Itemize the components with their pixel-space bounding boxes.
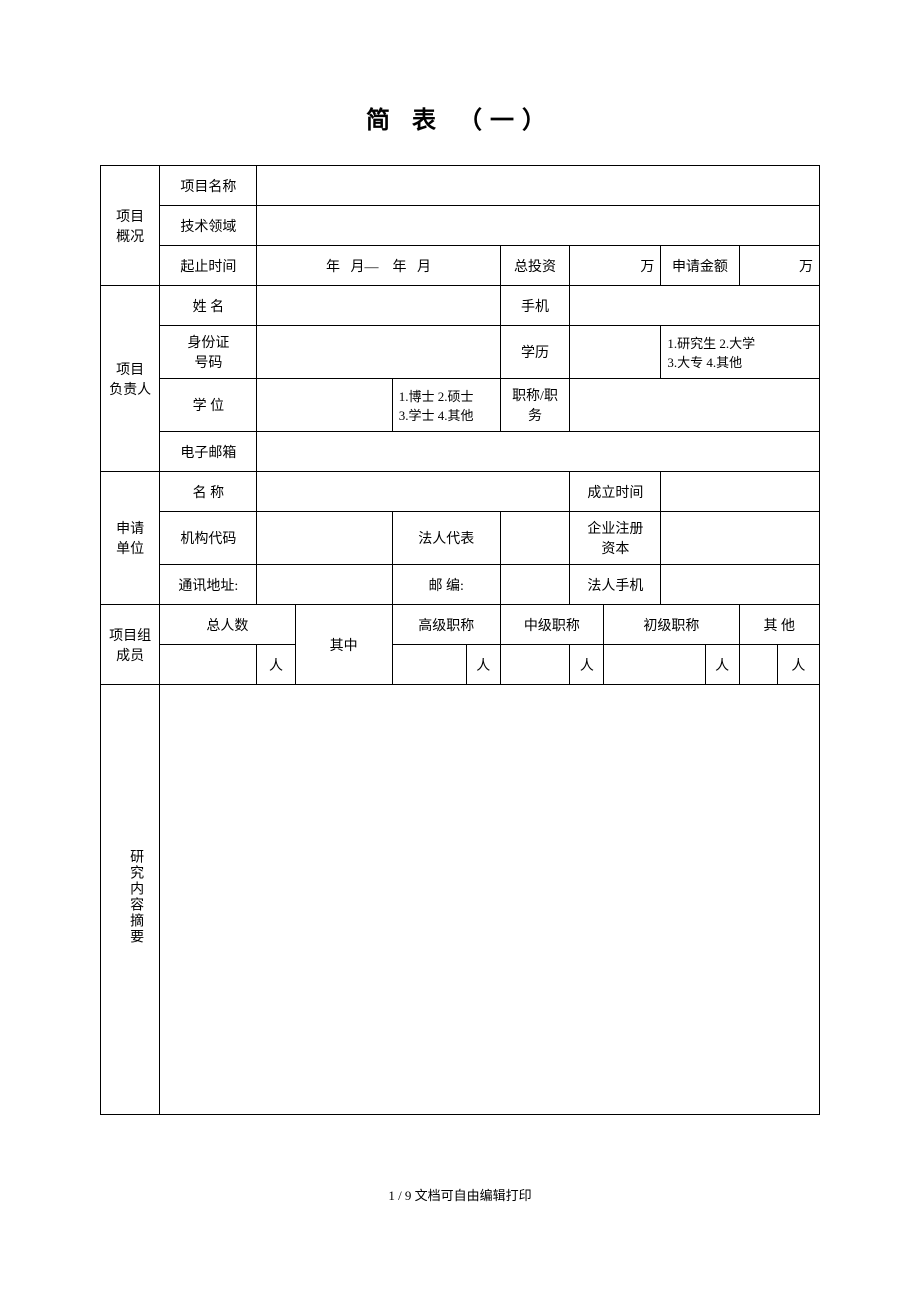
value-other [739,645,777,685]
label-leader-name: 姓 名 [160,286,257,326]
value-tech-field [257,206,820,246]
value-total-people [160,645,257,685]
value-mid [500,645,570,685]
label-abstract: 研究内容摘要 [115,849,145,945]
label-project-name: 项目名称 [160,166,257,206]
value-title-duty [570,379,820,432]
unit-mid: 人 [570,645,604,685]
value-junior [604,645,706,685]
section-abstract: 研究内容摘要 [101,685,160,1115]
value-leader-name [257,286,500,326]
label-founded: 成立时间 [570,472,661,512]
value-total-investment-unit: 万 [570,246,661,286]
value-legal-rep [500,512,570,565]
education-options: 1.研究生 2.大学 3.大专 4.其他 [661,326,820,379]
value-legal-phone [661,565,820,605]
label-id-number: 身份证 号码 [160,326,257,379]
value-senior [392,645,466,685]
degree-options: 1.博士 2.硕士 3.学士 4.其他 [392,379,500,432]
value-duration: 年 月— 年 月 [257,246,500,286]
label-other: 其 他 [739,605,819,645]
label-reg-capital: 企业注册 资本 [570,512,661,565]
value-postcode [500,565,570,605]
value-email [257,432,820,472]
label-legal-phone: 法人手机 [570,565,661,605]
label-duration: 起止时间 [160,246,257,286]
page-footer: 1 / 9 文档可自由编辑打印 [100,1185,820,1204]
value-abstract [160,685,820,1115]
label-leader-phone: 手机 [500,286,570,326]
value-founded [661,472,820,512]
label-junior: 初级职称 [604,605,739,645]
section-applicant-unit: 申请 单位 [101,472,160,605]
label-legal-rep: 法人代表 [392,512,500,565]
unit-senior: 人 [466,645,500,685]
label-apply-amount: 申请金额 [661,246,739,286]
label-education: 学历 [500,326,570,379]
section-project-leader: 项目 负责人 [101,286,160,472]
label-unit-name: 名 称 [160,472,257,512]
section-project-overview: 项目 概况 [101,166,160,286]
value-education [570,326,661,379]
value-id-number [257,326,500,379]
value-project-name [257,166,820,206]
page-title: 简 表 （一） [100,100,820,135]
label-total-people: 总人数 [160,605,295,645]
label-org-code: 机构代码 [160,512,257,565]
label-mid: 中级职称 [500,605,604,645]
label-tech-field: 技术领域 [160,206,257,246]
label-senior: 高级职称 [392,605,500,645]
value-unit-name [257,472,570,512]
label-address: 通讯地址: [160,565,257,605]
unit-junior: 人 [705,645,739,685]
label-email: 电子邮箱 [160,432,257,472]
label-total-investment: 总投资 [500,246,570,286]
value-address [257,565,392,605]
label-among: 其中 [295,605,392,685]
unit-other: 人 [777,645,819,685]
value-org-code [257,512,392,565]
form-table: 项目 概况 项目名称 技术领域 起止时间 年 月— 年 月 总投资 万 申请金额… [100,165,820,1115]
label-postcode: 邮 编: [392,565,500,605]
value-degree [257,379,392,432]
label-degree: 学 位 [160,379,257,432]
label-title-duty: 职称/职 务 [500,379,570,432]
section-team: 项目组 成员 [101,605,160,685]
value-leader-phone [570,286,820,326]
value-reg-capital [661,512,820,565]
value-apply-amount-unit: 万 [739,246,819,286]
unit-total: 人 [257,645,295,685]
